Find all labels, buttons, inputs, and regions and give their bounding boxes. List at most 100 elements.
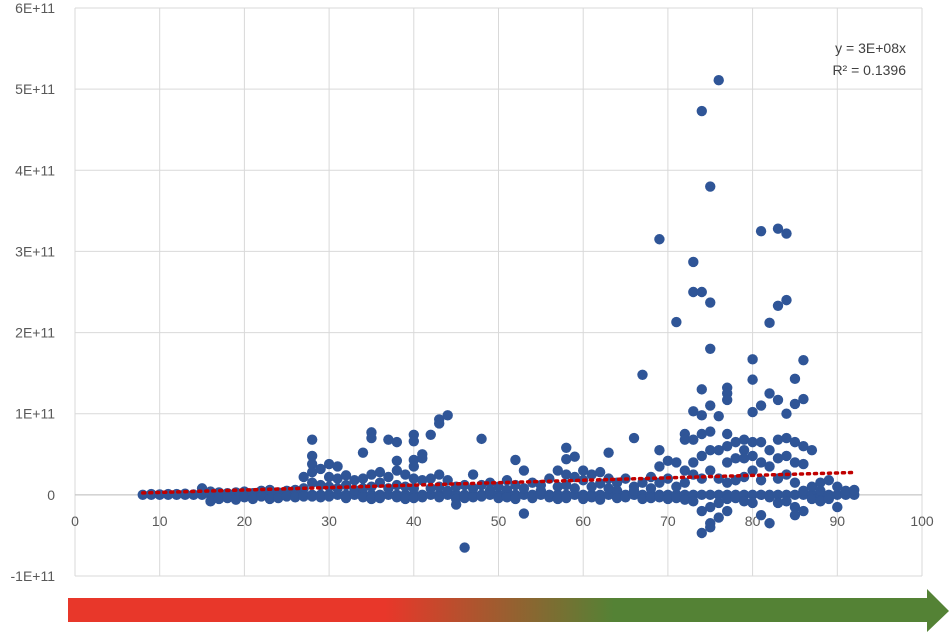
data-point [484,477,496,488]
data-point [450,493,462,505]
data-point [357,473,369,484]
data-point [823,493,835,505]
data-point [315,463,326,475]
data-point [798,458,809,470]
data-point [747,374,758,385]
data-point [205,486,216,497]
data-point [688,434,699,445]
data-point [696,384,707,395]
data-point [628,485,640,496]
data-point [434,418,445,429]
data-point [688,256,699,268]
data-point [755,489,767,501]
data-point [306,450,318,462]
data-point [679,477,691,488]
data-point [586,481,597,492]
data-point [654,477,665,488]
data-point [323,491,335,502]
data-point [696,450,707,462]
data-point [789,457,801,468]
data-point [815,496,826,507]
data-point [408,436,419,447]
data-point [383,434,394,445]
data-point [527,492,538,504]
data-point [239,492,250,503]
data-point [273,492,284,504]
data-point [747,436,758,448]
data-point [340,470,352,481]
data-point [586,469,597,480]
data-point [671,481,682,492]
data-point [400,493,411,505]
data-points [137,75,860,553]
data-point [654,445,665,456]
data-point [721,493,733,505]
data-point [688,286,699,298]
data-point [696,505,707,517]
axes: -1E+11 0 1E+11 2E+11 3E+11 4E+11 5E+11 6E+11 0 10… [11,0,934,584]
data-point [789,373,801,385]
data-point [696,473,707,484]
x-tick-label: 90 [830,513,846,529]
y-tick-label: 3E+11 [15,243,55,259]
data-point [408,461,419,472]
data-point [510,493,521,505]
data-point [679,494,691,505]
data-point [789,489,801,501]
data-point [730,492,741,504]
data-point [688,457,699,468]
data-point [603,483,614,494]
y-tick-label: 2E+11 [15,325,55,341]
data-point [366,481,377,492]
y-tick-label: 0 [47,487,55,503]
data-point [781,228,792,239]
data-point [747,489,758,501]
data-point [696,527,707,539]
trendline-r-squared: R² = 0.1396 [832,62,906,78]
data-point [755,436,767,448]
data-point [815,485,826,496]
data-point [425,473,436,484]
data-point [552,465,563,476]
data-point [357,492,369,503]
data-point [459,492,470,504]
data-point [205,496,216,507]
data-point [798,485,809,496]
data-point [459,542,470,553]
data-point [789,436,801,448]
data-point [298,491,309,502]
data-point [705,522,716,533]
x-tick-label: 60 [575,513,591,529]
data-point [434,469,445,480]
data-point [637,493,648,505]
y-tick-label: 4E+11 [15,162,55,178]
data-point [781,450,792,462]
data-point [366,469,377,480]
data-point [417,492,428,503]
data-point [798,354,809,366]
data-point [688,496,699,507]
data-point [798,393,809,405]
y-tick-label: 5E+11 [15,81,55,97]
data-point [671,492,682,504]
data-point [611,492,623,504]
data-point [654,234,665,245]
data-point [781,294,792,306]
x-tick-label: 0 [71,513,79,529]
data-point [679,465,691,476]
data-point [391,455,403,466]
data-point [671,316,682,328]
data-point [806,481,818,492]
data-point [781,432,792,444]
data-point [349,475,360,486]
data-point [781,408,792,419]
data-point [789,477,801,488]
data-point [662,455,674,466]
data-point [679,434,691,445]
data-point [357,447,369,458]
x-tick-label: 40 [406,513,422,529]
data-point [755,457,767,468]
data-point [518,483,530,494]
data-point [764,518,775,529]
data-point [755,475,767,486]
